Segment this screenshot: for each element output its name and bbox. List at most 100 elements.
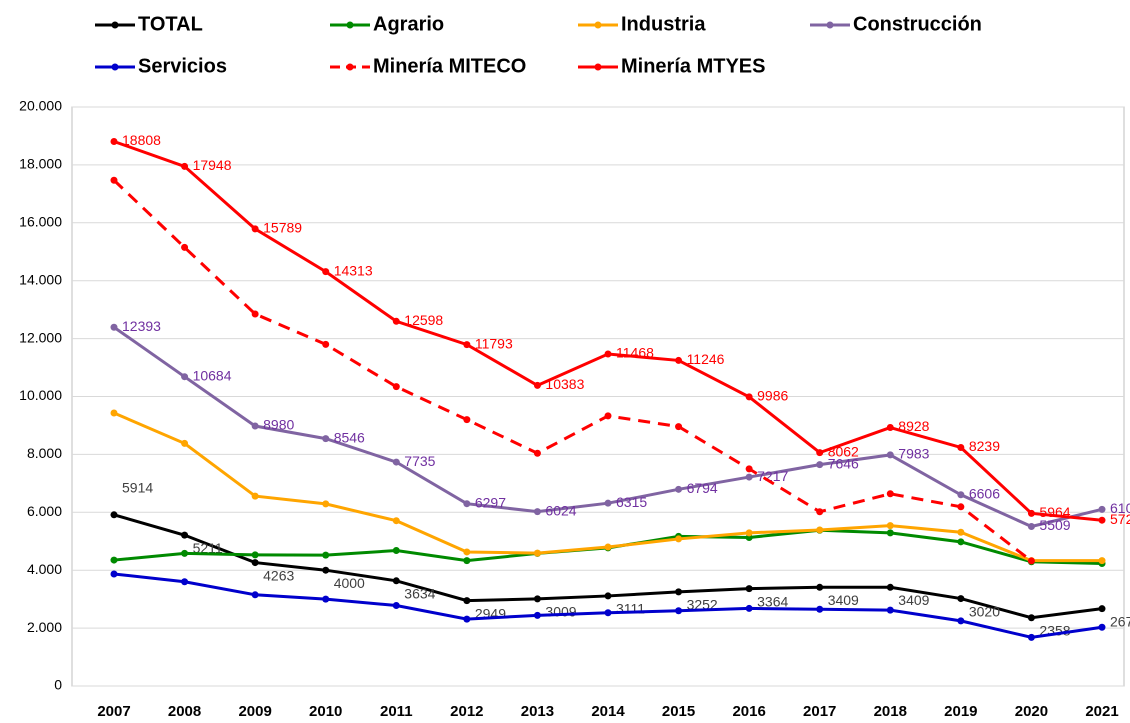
legend-label: Minería MITECO	[373, 55, 526, 77]
legend-label: Minería MTYES	[621, 55, 765, 77]
x-tick-label: 2021	[1085, 703, 1118, 720]
x-tick-label: 2019	[944, 703, 977, 720]
marker	[322, 566, 330, 574]
legend-marker	[594, 63, 602, 71]
marker	[675, 588, 683, 596]
x-tick-label: 2020	[1015, 703, 1048, 720]
data-label: 7983	[898, 446, 929, 462]
marker	[463, 500, 471, 508]
marker	[110, 511, 118, 519]
marker	[110, 323, 118, 331]
marker	[181, 243, 189, 251]
marker	[322, 340, 330, 348]
marker	[392, 602, 400, 610]
marker	[1098, 516, 1106, 524]
x-tick-label: 2008	[168, 703, 201, 720]
marker	[816, 605, 824, 613]
data-label: 18808	[122, 132, 161, 148]
data-label: 11468	[616, 345, 654, 361]
data-label: 5964	[1039, 504, 1070, 520]
marker	[463, 615, 471, 623]
marker	[392, 383, 400, 391]
y-tick-label: 0	[54, 677, 62, 693]
data-label: 6102	[1110, 500, 1130, 516]
x-tick-label: 2012	[450, 703, 483, 720]
y-tick-label: 18.000	[19, 156, 62, 172]
data-label: 12598	[404, 312, 443, 328]
y-tick-label: 8.000	[27, 445, 62, 461]
x-tick-label: 2009	[238, 703, 271, 720]
marker	[675, 607, 683, 615]
x-tick-label: 2007	[97, 703, 130, 720]
data-label: 5509	[1039, 517, 1070, 533]
marker	[181, 578, 189, 586]
data-label: 11246	[687, 351, 725, 367]
legend-label: Construcción	[853, 13, 982, 35]
x-tick-label: 2011	[380, 703, 413, 720]
marker	[745, 393, 753, 401]
marker	[251, 559, 259, 567]
marker	[533, 549, 541, 557]
marker	[675, 423, 683, 431]
marker	[533, 381, 541, 389]
data-label: 10684	[193, 367, 232, 383]
marker	[957, 503, 965, 511]
marker	[181, 549, 189, 557]
marker	[745, 585, 753, 593]
marker	[533, 611, 541, 619]
data-label: 6794	[687, 480, 718, 496]
marker	[957, 443, 965, 451]
legend-marker	[346, 21, 354, 29]
marker	[1027, 557, 1035, 565]
data-label: 3634	[404, 585, 435, 601]
marker	[533, 449, 541, 457]
marker	[322, 595, 330, 603]
marker	[110, 176, 118, 184]
marker	[886, 606, 894, 614]
marker	[957, 538, 965, 546]
data-label: 17948	[193, 157, 232, 173]
data-label: 6315	[616, 494, 647, 510]
marker	[251, 591, 259, 599]
data-label: 5727	[1110, 511, 1130, 527]
data-label: 5914	[122, 479, 153, 495]
marker	[251, 310, 259, 318]
data-label: 8980	[263, 417, 294, 433]
data-label: 15789	[263, 220, 302, 236]
marker	[886, 522, 894, 530]
data-label: 12393	[122, 318, 161, 334]
marker	[322, 268, 330, 276]
legend-label: Industria	[621, 13, 706, 35]
marker	[463, 597, 471, 605]
marker	[392, 517, 400, 525]
marker	[463, 416, 471, 424]
y-tick-label: 10.000	[19, 387, 62, 403]
marker	[957, 491, 965, 499]
legend-label: TOTAL	[138, 13, 203, 35]
marker	[816, 461, 824, 469]
data-label: 3364	[757, 593, 788, 609]
marker	[745, 473, 753, 481]
marker	[604, 499, 612, 507]
marker	[533, 508, 541, 516]
y-tick-label: 16.000	[19, 214, 62, 230]
data-label: 9986	[757, 388, 788, 404]
marker	[251, 422, 259, 430]
marker	[957, 617, 965, 625]
marker	[1098, 557, 1106, 565]
marker	[957, 528, 965, 536]
marker	[181, 373, 189, 381]
x-tick-label: 2017	[803, 703, 836, 720]
x-tick-label: 2015	[662, 703, 695, 720]
legend-marker	[826, 21, 834, 29]
marker	[1027, 614, 1035, 622]
series-line	[113, 411, 1102, 563]
marker	[463, 557, 471, 565]
marker	[181, 439, 189, 447]
marker	[745, 604, 753, 612]
series-line	[113, 140, 1103, 522]
legend-marker	[111, 21, 119, 29]
data-label: 8062	[828, 443, 859, 459]
y-tick-label: 2.000	[27, 619, 62, 635]
marker	[392, 317, 400, 325]
